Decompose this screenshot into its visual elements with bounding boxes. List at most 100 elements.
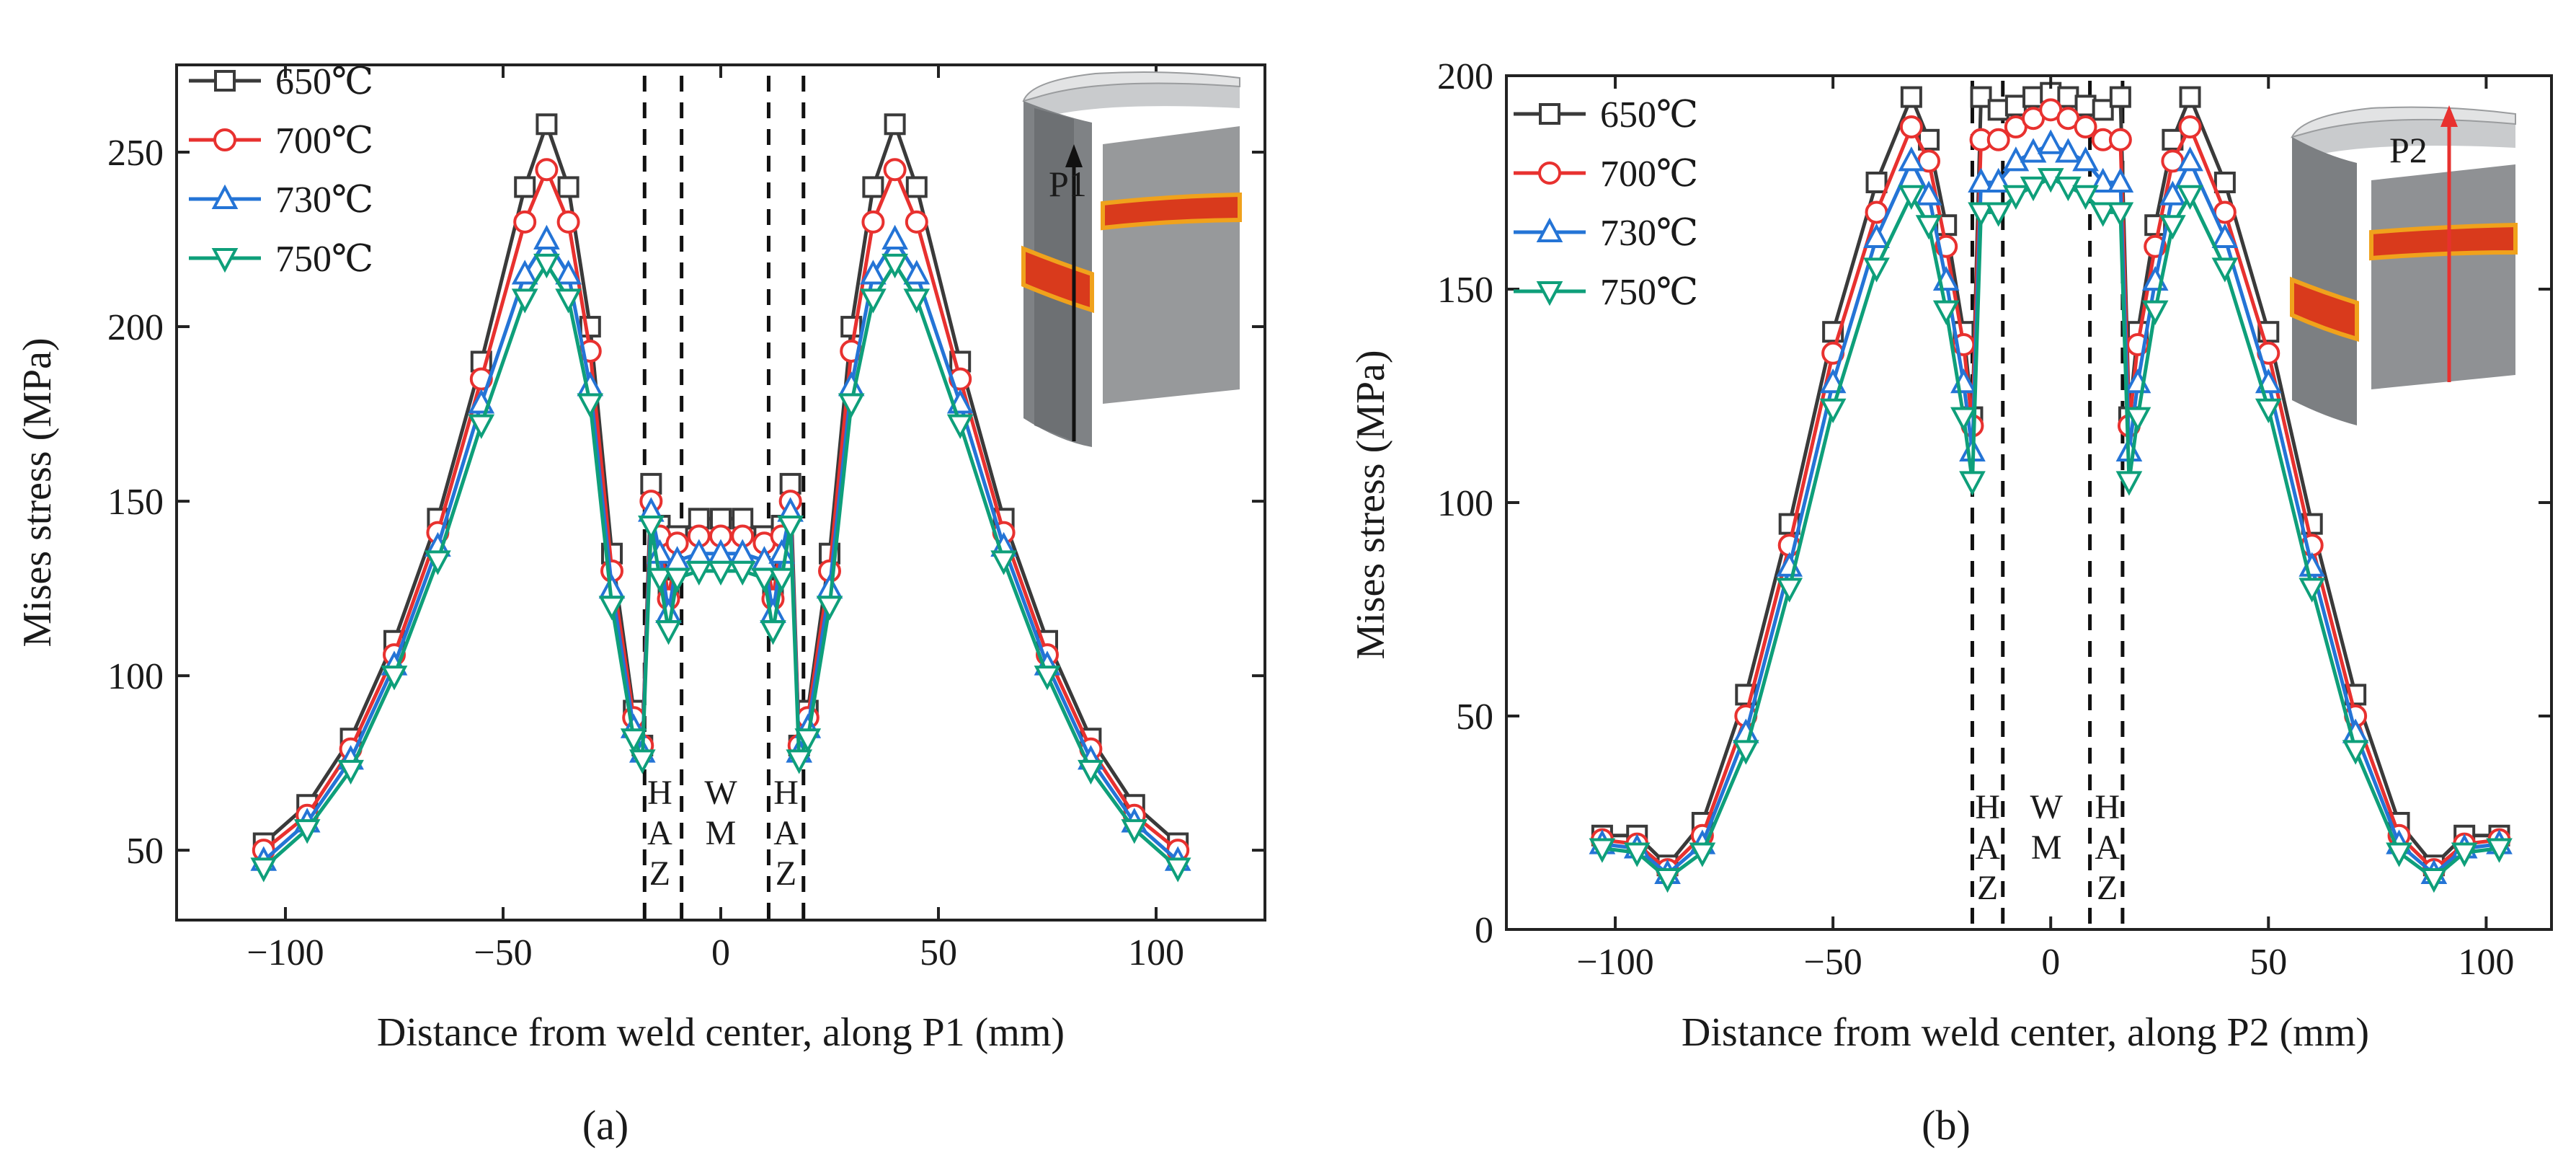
legend-swatch-marker [211, 184, 239, 209]
panel-label-a: (a) [582, 1102, 629, 1149]
pipe-inset-b: P2 [2290, 105, 2518, 425]
legend-swatch-marker [213, 128, 236, 151]
data-point-750 [1776, 578, 1803, 603]
data-point-650 [514, 176, 536, 198]
x-tick-label: 0 [2041, 942, 2060, 983]
data-point-730 [2159, 180, 2186, 206]
data-point-750 [2141, 300, 2169, 325]
data-point-750 [511, 288, 538, 314]
legend-label: 750℃ [1600, 272, 1698, 313]
series-line-730 [1602, 142, 2500, 876]
data-point-750 [2159, 215, 2186, 240]
weld-band-back-a [1101, 192, 1242, 231]
y-tick-label: 150 [107, 482, 164, 523]
data-point-750 [2177, 185, 2203, 210]
data-point-750 [1078, 759, 1104, 785]
series-layer-a [250, 113, 1191, 883]
data-point-730 [1863, 223, 1890, 248]
data-point-730 [1968, 167, 1994, 193]
legend-swatch-marker [1539, 103, 1560, 125]
data-point-750 [598, 596, 626, 621]
y-tick-label: 0 [1475, 910, 1493, 951]
legend-item-700: 700℃ [1514, 154, 1698, 195]
data-point-730 [1915, 180, 1942, 206]
data-point-750 [794, 728, 822, 754]
data-point-750 [337, 759, 364, 785]
data-point-750 [425, 550, 451, 575]
zone-label-letter: M [706, 814, 737, 852]
legend-swatch-marker [1536, 217, 1563, 242]
path-arrow-head-b [2440, 105, 2458, 127]
zone-label-letter: H [2095, 788, 2120, 826]
data-point-730 [1898, 146, 1925, 172]
data-point-650 [536, 113, 558, 136]
y-tick-label: 100 [107, 656, 164, 697]
data-point-650 [1900, 86, 1922, 108]
data-point-730 [555, 260, 582, 285]
legend-item-730: 730℃ [189, 180, 373, 221]
legend-b: 650℃ 700℃ 730℃ 750℃ [1514, 94, 1698, 313]
data-point-750 [555, 288, 582, 314]
legend-a: 650℃ 700℃ 730℃ 750℃ [189, 61, 373, 280]
zone-label-letter: W [2030, 788, 2064, 826]
x-tick-label: 50 [2249, 942, 2287, 983]
path-arrow-head-a [1065, 144, 1083, 167]
data-point-750 [1959, 471, 1986, 496]
series-750-b [1589, 168, 2513, 893]
x-tick-label: 100 [2458, 942, 2514, 983]
y-tick-label: 200 [107, 307, 164, 348]
data-point-750 [1950, 407, 1977, 432]
data-point-750 [2055, 176, 2082, 202]
data-point-750 [647, 567, 673, 593]
data-point-750 [577, 393, 604, 418]
series-750-a [250, 253, 1191, 883]
legend-item-650: 650℃ [1514, 94, 1698, 136]
pipe-back-wall-b [2371, 164, 2515, 389]
y-tick-label: 100 [1437, 483, 1493, 524]
panel-label-b: (b) [1922, 1102, 1971, 1149]
data-point-750 [2002, 185, 2030, 210]
data-point-750 [1623, 842, 1651, 867]
pipe-front-wall-b [2292, 137, 2357, 425]
data-point-750 [2124, 407, 2151, 432]
legend-label: 730℃ [1600, 213, 1698, 254]
data-point-750 [638, 515, 665, 541]
zone-label-letter: Z [649, 854, 670, 893]
pipe-top-rim-a [1022, 71, 1240, 102]
data-point-730 [2020, 138, 2047, 163]
x-tick-label: 100 [1128, 932, 1184, 973]
data-point-730 [903, 260, 931, 285]
series-700-a [252, 158, 1190, 862]
data-point-750 [1932, 300, 1960, 325]
legend-item-750: 750℃ [1514, 272, 1698, 313]
data-point-750 [881, 253, 908, 279]
data-point-730 [511, 260, 538, 285]
data-point-650 [862, 176, 884, 198]
weld-band-front-b [2290, 276, 2359, 342]
data-point-730 [2002, 146, 2030, 172]
data-point-750 [1819, 398, 1847, 423]
data-point-750 [2072, 185, 2099, 210]
legend-label: 650℃ [275, 61, 373, 102]
data-point-750 [2037, 168, 2064, 193]
data-point-750 [1689, 842, 1716, 867]
y-axis-ticks-a: 50 100 150 200 250 [107, 133, 1265, 872]
data-point-750 [2211, 257, 2239, 283]
data-point-750 [729, 560, 756, 586]
pipe-inner-surface-b [2292, 118, 2515, 157]
data-point-730 [881, 224, 908, 250]
weld-band-back-b [2369, 222, 2518, 261]
legend-swatch-marker [214, 70, 236, 92]
data-point-750 [1654, 867, 1681, 893]
legend-label: 700℃ [1600, 154, 1698, 195]
data-point-700 [2178, 115, 2202, 139]
series-line-650 [1602, 91, 2500, 867]
data-point-750 [1034, 666, 1061, 691]
data-point-650 [2109, 86, 2131, 108]
data-point-700 [2108, 128, 2132, 151]
data-point-700 [513, 210, 537, 234]
zone-label-letter: Z [776, 854, 796, 893]
x-axis-ticks-b: −100 −50 0 50 100 [1576, 76, 2514, 983]
x-axis-label-b: Distance from weld center, along P2 (mm) [1682, 1010, 2369, 1055]
